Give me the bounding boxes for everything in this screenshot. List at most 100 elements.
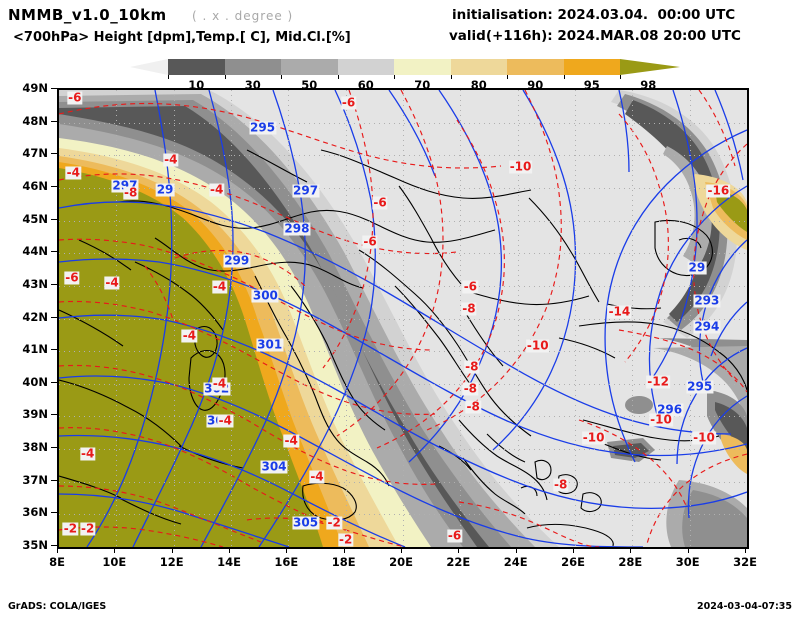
- lon-tick: [573, 547, 574, 553]
- lat-tick-label: 44N: [22, 244, 48, 259]
- temperature-contour-label: -4: [211, 279, 228, 294]
- height-contours: [59, 90, 747, 547]
- lat-tick-label: 40N: [22, 374, 48, 389]
- temperature-contour-label: -8: [461, 301, 477, 316]
- colorbar-tick: [394, 75, 395, 79]
- resolution-note: ( . x . degree ): [192, 9, 294, 23]
- lon-tick: [401, 547, 402, 553]
- lat-tick-label: 42N: [22, 309, 48, 324]
- height-contour-label: 296: [656, 402, 684, 417]
- colorbar-segment: [394, 59, 451, 75]
- temperature-contour-label: -16: [706, 183, 731, 198]
- temperature-contour-label: -10: [525, 338, 550, 353]
- map-canvas: 2952929729729829930030130230330430529293…: [59, 90, 747, 547]
- colorbar-tick: [507, 75, 508, 79]
- lat-tick-label: 41N: [22, 342, 48, 357]
- height-contour-label: 295: [686, 379, 714, 394]
- temperature-contour-label: -8: [552, 477, 569, 492]
- lat-tick: [51, 479, 57, 481]
- colorbar-tick: [563, 75, 565, 79]
- height-contour-label: 293: [693, 293, 721, 308]
- temperature-contour-label: -2: [337, 532, 354, 547]
- height-contour-label: 294: [693, 319, 721, 334]
- colorbar-tick: [337, 75, 339, 79]
- lat-tick-label: 48N: [22, 113, 48, 128]
- temperature-contour-label: -6: [362, 234, 378, 249]
- lon-tick-label: 20E: [389, 555, 413, 569]
- colorbar-segment: [337, 59, 394, 75]
- temperature-contour-label: -6: [462, 279, 479, 294]
- lat-tick-label: 45N: [22, 211, 48, 226]
- colorbar-tick: [224, 75, 226, 79]
- initialisation-time: initialisation: 2024.03.04. 00:00 UTC: [452, 7, 736, 23]
- temperature-contour-label: -4: [65, 165, 81, 180]
- height-contour-label: 297: [292, 183, 320, 198]
- lat-tick-label: 43N: [22, 276, 48, 291]
- lat-tick: [51, 88, 57, 89]
- colorbar-tick: [450, 75, 452, 79]
- lat-tick: [51, 153, 57, 155]
- lat-tick-label: 46N: [22, 178, 48, 193]
- lon-tick-label: 32E: [733, 555, 757, 569]
- valid-time: valid(+116h): 2024.MAR.08 20:00 UTC: [449, 28, 741, 44]
- lat-tick-label: 49N: [22, 81, 48, 95]
- lat-tick-label: 36N: [22, 505, 48, 520]
- height-contour-label: 304: [260, 459, 288, 474]
- height-contour-label: 301: [256, 337, 284, 352]
- temperature-contour-label: -4: [283, 433, 299, 448]
- lat-tick-label: 47N: [22, 146, 48, 161]
- temperature-contour-label: -2: [326, 515, 342, 530]
- lon-tick: [171, 547, 173, 553]
- height-contour-label: 295: [249, 120, 277, 135]
- colorbar-over-arrow: [620, 59, 680, 75]
- lon-tick: [343, 547, 345, 553]
- coastlines-and-borders: [59, 149, 747, 547]
- lon-tick: [630, 547, 632, 553]
- lon-tick-label: 22E: [446, 555, 471, 569]
- footer-credit: GrADS: COLA/IGES: [8, 601, 107, 612]
- lat-tick-label: 38N: [22, 440, 48, 455]
- lat-tick: [51, 414, 57, 416]
- height-contour-label: 299: [223, 253, 251, 268]
- temperature-contour-label: -4: [181, 328, 198, 343]
- model-title: NMMB_v1.0_10km: [8, 6, 167, 24]
- temperature-contour-label: -4: [79, 446, 96, 461]
- lon-tick: [286, 547, 288, 553]
- lat-tick: [51, 185, 57, 187]
- colorbar-segment: [281, 59, 338, 75]
- lon-tick-label: 10E: [102, 555, 127, 569]
- lon-tick: [458, 547, 460, 553]
- height-contour-label: 305: [292, 515, 320, 530]
- temperature-contour-label: -6: [372, 195, 388, 210]
- lon-tick-label: 12E: [159, 555, 184, 569]
- lat-tick: [51, 545, 57, 546]
- temperature-contour-label: -4: [217, 413, 233, 428]
- lat-tick: [51, 512, 57, 514]
- temperature-contour-label: -8: [122, 185, 139, 200]
- temperature-contour-label: -4: [104, 275, 120, 290]
- map-plot-area[interactable]: 2952929729729829930030130230330430529293…: [57, 88, 749, 549]
- temperature-contour-label: -10: [508, 159, 533, 174]
- temperature-contour-label: -2: [62, 521, 79, 536]
- temperature-contour-label: -10: [692, 430, 716, 445]
- temperature-contour-label: -4: [309, 469, 325, 484]
- lat-tick-label: 37N: [22, 472, 48, 487]
- temperature-contour-label: -4: [211, 376, 228, 391]
- temperature-contour-label: -4: [208, 182, 225, 197]
- lat-tick: [51, 447, 57, 449]
- colorbar-segment: [224, 59, 281, 75]
- lat-tick: [51, 120, 57, 122]
- lat-tick: [51, 283, 57, 285]
- temperature-contour-label: -8: [465, 399, 481, 414]
- footer-timestamp: 2024-03-04-07:35: [697, 601, 792, 612]
- colorbar-segment: [507, 59, 564, 75]
- colorbar-segment: [450, 59, 507, 75]
- temperature-contour-label: -8: [464, 359, 480, 374]
- height-contour-label: 300: [251, 288, 279, 303]
- temperature-contour-label: -4: [163, 152, 179, 167]
- colorbar-segment: [563, 59, 620, 75]
- lat-tick: [51, 349, 57, 351]
- temperature-contour-label: -10: [649, 412, 673, 427]
- lon-tick: [515, 547, 517, 553]
- colorbar-tick: [168, 75, 169, 79]
